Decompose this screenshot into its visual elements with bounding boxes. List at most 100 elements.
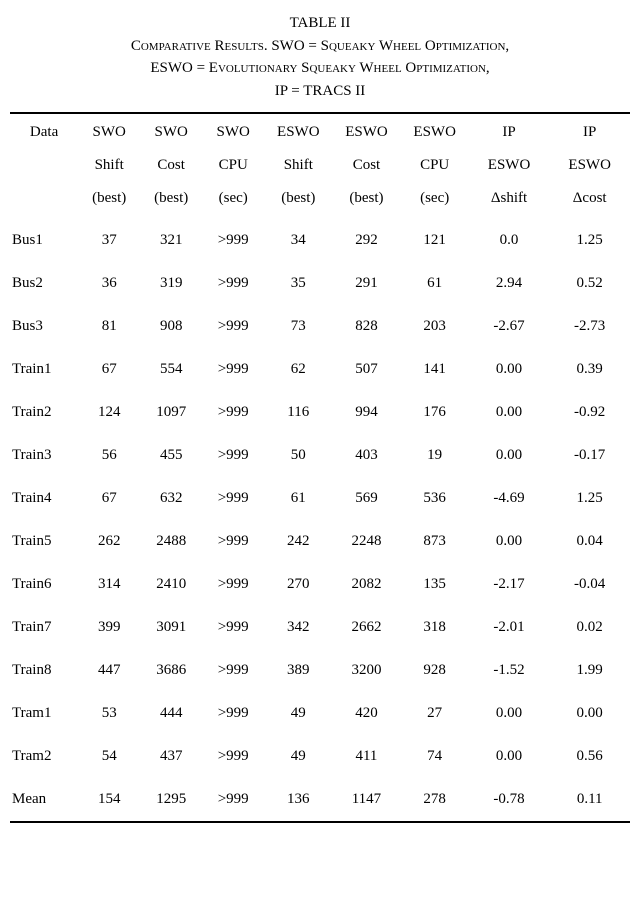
table-cell: >999 [202, 477, 264, 520]
table-cell: >999 [202, 305, 264, 348]
table-header-cell: ESWO [469, 149, 550, 182]
row-label: Train3 [10, 434, 78, 477]
table-cell: 447 [78, 649, 140, 692]
table-row: Tram254437>99949411740.000.56 [10, 735, 630, 778]
table-cell: 81 [78, 305, 140, 348]
table-header-cell: IP [549, 113, 630, 149]
table-cell: 61 [264, 477, 332, 520]
caption-line1c: = Squeaky Wheel Optimization, [308, 38, 509, 54]
table-cell: 62 [264, 348, 332, 391]
table-cell: 2082 [332, 563, 400, 606]
row-label: Bus1 [10, 219, 78, 262]
table-header-cell: Cost [140, 149, 202, 182]
table-cell: >999 [202, 778, 264, 822]
table-header-cell: CPU [202, 149, 264, 182]
table-header-row: DataSWOSWOSWOESWOESWOESWOIPIP [10, 113, 630, 149]
table-header-cell: Δcost [549, 182, 630, 219]
table-label: TABLE II [290, 15, 351, 31]
table-row: Tram153444>99949420270.000.00 [10, 692, 630, 735]
table-cell: 49 [264, 692, 332, 735]
caption-line1b: SWO [271, 38, 304, 54]
table-cell: 389 [264, 649, 332, 692]
table-cell: 2248 [332, 520, 400, 563]
table-cell: 19 [401, 434, 469, 477]
table-cell: >999 [202, 606, 264, 649]
table-cell: >999 [202, 692, 264, 735]
table-row: Mean1541295>9991361147278-0.780.11 [10, 778, 630, 822]
table-cell: >999 [202, 563, 264, 606]
caption-line2a: ESWO [150, 60, 193, 76]
table-cell: 2410 [140, 563, 202, 606]
table-cell: >999 [202, 735, 264, 778]
table-cell: 0.52 [549, 262, 630, 305]
table-cell: 124 [78, 391, 140, 434]
row-label: Train2 [10, 391, 78, 434]
table-cell: -0.04 [549, 563, 630, 606]
table-header-cell: (best) [264, 182, 332, 219]
table-row: Train467632>99961569536-4.691.25 [10, 477, 630, 520]
table-cell: -2.67 [469, 305, 550, 348]
table-cell: 342 [264, 606, 332, 649]
table-cell: 507 [332, 348, 400, 391]
table-cell: 1295 [140, 778, 202, 822]
caption-line3a: IP = TRACS II [275, 83, 366, 99]
table-header-cell: SWO [140, 113, 202, 149]
table-row: Train52622488>99924222488730.000.04 [10, 520, 630, 563]
caption-line1a: Comparative Results. [131, 38, 268, 54]
table-cell: 61 [401, 262, 469, 305]
row-label: Bus3 [10, 305, 78, 348]
table-cell: -0.92 [549, 391, 630, 434]
table-row: Train167554>999625071410.000.39 [10, 348, 630, 391]
table-header-cell: SWO [78, 113, 140, 149]
table-cell: 873 [401, 520, 469, 563]
table-body: Bus137321>999342921210.01.25Bus236319>99… [10, 219, 630, 822]
table-header-cell: CPU [401, 149, 469, 182]
table-header-cell: ESWO [264, 113, 332, 149]
table-cell: 2.94 [469, 262, 550, 305]
table-row: Train73993091>9993422662318-2.010.02 [10, 606, 630, 649]
table-cell: 1147 [332, 778, 400, 822]
table-cell: 1097 [140, 391, 202, 434]
table-cell: 49 [264, 735, 332, 778]
table-cell: >999 [202, 434, 264, 477]
table-header-cell: Shift [78, 149, 140, 182]
table-row: Train63142410>9992702082135-2.17-0.04 [10, 563, 630, 606]
table-cell: 0.11 [549, 778, 630, 822]
table-header-label [10, 149, 78, 182]
table-cell: >999 [202, 262, 264, 305]
table-header-label: Data [10, 113, 78, 149]
table-cell: 536 [401, 477, 469, 520]
table-cell: 314 [78, 563, 140, 606]
table-cell: 908 [140, 305, 202, 348]
table-cell: 121 [401, 219, 469, 262]
row-label: Tram2 [10, 735, 78, 778]
table-header-label [10, 182, 78, 219]
table-header-cell: (sec) [202, 182, 264, 219]
table-cell: 74 [401, 735, 469, 778]
table-row: Bus236319>99935291612.940.52 [10, 262, 630, 305]
table-cell: 399 [78, 606, 140, 649]
table-cell: 35 [264, 262, 332, 305]
table-cell: -0.78 [469, 778, 550, 822]
table-cell: 455 [140, 434, 202, 477]
table-row: Train21241097>9991169941760.00-0.92 [10, 391, 630, 434]
table-header-cell: IP [469, 113, 550, 149]
table-subheader-row: (best)(best)(sec)(best)(best)(sec)Δshift… [10, 182, 630, 219]
table-cell: 0.00 [469, 692, 550, 735]
table-row: Bus381908>99973828203-2.67-2.73 [10, 305, 630, 348]
table-header-cell: ESWO [332, 113, 400, 149]
table-cell: 67 [78, 477, 140, 520]
table-cell: 50 [264, 434, 332, 477]
table-header-cell: (best) [78, 182, 140, 219]
table-cell: 554 [140, 348, 202, 391]
table-cell: -2.01 [469, 606, 550, 649]
table-header-cell: (sec) [401, 182, 469, 219]
table-cell: 176 [401, 391, 469, 434]
table-cell: 53 [78, 692, 140, 735]
table-cell: 141 [401, 348, 469, 391]
table-cell: 116 [264, 391, 332, 434]
row-label: Train1 [10, 348, 78, 391]
table-header-cell: Cost [332, 149, 400, 182]
table-header-cell: ESWO [401, 113, 469, 149]
table-cell: 37 [78, 219, 140, 262]
